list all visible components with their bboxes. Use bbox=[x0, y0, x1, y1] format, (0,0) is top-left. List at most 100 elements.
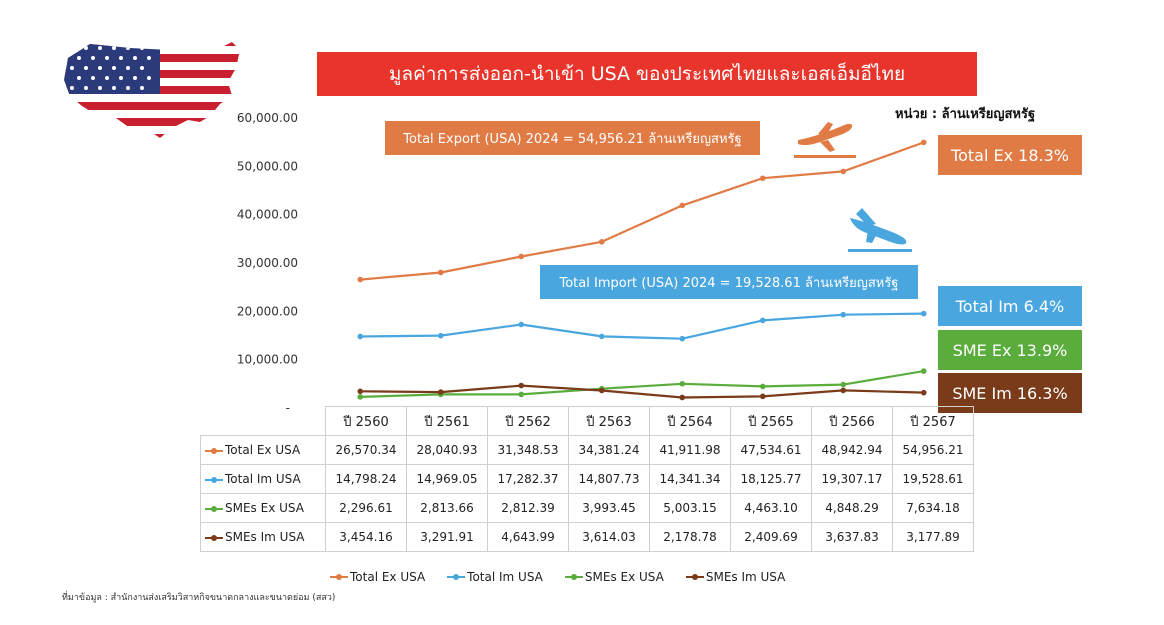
total-export-growth-badge: Total Ex 18.3% bbox=[938, 135, 1082, 175]
sme-export-growth-badge: SME Ex 13.9% bbox=[938, 330, 1082, 370]
data-point bbox=[759, 175, 766, 182]
year-header: ปี 2567 bbox=[892, 406, 974, 436]
table-row: SMEs Ex USA 2,296.61 2,813.66 2,812.39 3… bbox=[200, 493, 974, 523]
series-line bbox=[360, 312, 924, 340]
legend-item: Total Im USA bbox=[447, 570, 543, 584]
data-point bbox=[357, 276, 364, 283]
data-point bbox=[920, 389, 927, 396]
series-line bbox=[360, 141, 925, 281]
y-tick-label: 50,000.00 bbox=[237, 159, 298, 173]
legend-item: SMEs Ex USA bbox=[564, 570, 664, 584]
data-point bbox=[840, 311, 847, 318]
legend-item: SMEs Im USA bbox=[685, 570, 786, 584]
y-tick-label-zero: - bbox=[286, 401, 290, 415]
table-cell: 3,614.03 bbox=[568, 522, 650, 552]
table-row: SMEs Im USA 3,454.16 3,291.91 4,643.99 3… bbox=[200, 522, 974, 552]
data-point bbox=[840, 381, 847, 388]
table-cell: 4,463.10 bbox=[730, 493, 812, 523]
data-point bbox=[437, 332, 444, 339]
year-header: ปี 2562 bbox=[487, 406, 569, 436]
y-tick-label: 30,000.00 bbox=[237, 256, 298, 270]
table-cell: 2,409.69 bbox=[730, 522, 812, 552]
table-cell: 14,798.24 bbox=[325, 464, 407, 494]
table-cell: 14,341.34 bbox=[649, 464, 731, 494]
plane-landing-icon bbox=[848, 208, 912, 252]
table-cell: 3,291.91 bbox=[406, 522, 488, 552]
table-cell: 18,125.77 bbox=[730, 464, 812, 494]
data-point bbox=[437, 389, 444, 395]
year-header: ปี 2563 bbox=[568, 406, 650, 436]
row-header: SMEs Ex USA bbox=[200, 493, 326, 523]
data-table: ปี 2560 ปี 2561 ปี 2562 ปี 2563 ปี 2564 … bbox=[200, 406, 974, 552]
table-cell: 26,570.34 bbox=[325, 435, 407, 465]
data-point bbox=[518, 321, 525, 328]
data-point bbox=[598, 387, 605, 394]
data-point bbox=[920, 310, 927, 317]
data-point bbox=[679, 394, 686, 401]
chart-legend: Total Ex USA Total Im USA SMEs Ex USA SM… bbox=[330, 570, 785, 584]
data-point bbox=[518, 253, 525, 260]
legend-label: Total Im USA bbox=[467, 570, 543, 584]
series-line bbox=[360, 384, 924, 399]
legend-label: Total Ex USA bbox=[350, 570, 426, 584]
year-header: ปี 2561 bbox=[406, 406, 488, 436]
table-cell: 47,534.61 bbox=[730, 435, 812, 465]
table-cell: 54,956.21 bbox=[892, 435, 974, 465]
year-header: ปี 2566 bbox=[811, 406, 893, 436]
table-row: Total Ex USA 26,570.34 28,040.93 31,348.… bbox=[200, 435, 974, 465]
y-tick-label: 10,000.00 bbox=[237, 353, 298, 367]
table-cell: 14,807.73 bbox=[568, 464, 650, 494]
series-name: Total Im USA bbox=[225, 472, 301, 486]
year-header: ปี 2564 bbox=[649, 406, 731, 436]
chart-title: มูลค่าการส่งออก-นำเข้า USA ของประเทศไทยแ… bbox=[317, 52, 977, 96]
export-total-callout: Total Export (USA) 2024 = 54,956.21 ล้าน… bbox=[385, 121, 760, 155]
data-point bbox=[840, 168, 847, 175]
table-cell: 3,993.45 bbox=[568, 493, 650, 523]
series-marker-icon bbox=[205, 476, 223, 483]
data-point bbox=[759, 317, 766, 324]
y-tick-label: 20,000.00 bbox=[237, 304, 298, 318]
legend-marker-icon bbox=[330, 574, 348, 580]
table-cell: 19,528.61 bbox=[892, 464, 974, 494]
legend-marker-icon bbox=[685, 574, 704, 580]
data-point bbox=[679, 202, 686, 209]
data-point bbox=[518, 382, 525, 389]
unit-note: หน่วย : ล้านเหรียญสหรัฐ bbox=[895, 107, 1036, 122]
data-point bbox=[357, 388, 364, 395]
import-total-callout: Total Import (USA) 2024 = 19,528.61 ล้าน… bbox=[540, 265, 918, 299]
table-cell: 19,307.17 bbox=[811, 464, 893, 494]
table-cell: 2,813.66 bbox=[406, 493, 488, 523]
legend-marker-icon bbox=[564, 574, 583, 580]
table-cell: 48,942.94 bbox=[811, 435, 893, 465]
series-name: SMEs Ex USA bbox=[225, 501, 304, 515]
series-marker-icon bbox=[205, 534, 223, 541]
table-cell: 7,634.18 bbox=[892, 493, 974, 523]
row-header: SMEs Im USA bbox=[200, 522, 326, 552]
table-cell: 41,911.98 bbox=[649, 435, 731, 465]
table-cell: 5,003.15 bbox=[649, 493, 731, 523]
data-point bbox=[759, 393, 766, 400]
y-tick-label: 60,000.00 bbox=[237, 111, 298, 125]
table-corner bbox=[201, 407, 326, 436]
table-header-row: ปี 2560 ปี 2561 ปี 2562 ปี 2563 ปี 2564 … bbox=[201, 406, 974, 436]
total-import-growth-badge: Total Im 6.4% bbox=[938, 286, 1082, 326]
legend-label: SMEs Im USA bbox=[705, 570, 786, 584]
series-marker-icon bbox=[205, 447, 223, 454]
table-cell: 4,848.29 bbox=[811, 493, 893, 523]
data-point bbox=[518, 391, 525, 398]
year-header: ปี 2565 bbox=[730, 406, 812, 436]
data-point bbox=[357, 394, 364, 400]
data-point bbox=[920, 368, 927, 374]
y-tick-label: 40,000.00 bbox=[237, 208, 298, 222]
table-cell: 28,040.93 bbox=[406, 435, 488, 465]
data-point bbox=[598, 239, 605, 245]
data-point bbox=[759, 383, 766, 390]
data-point bbox=[840, 387, 847, 394]
table-cell: 17,282.37 bbox=[487, 464, 569, 494]
data-point bbox=[920, 139, 927, 146]
legend-marker-icon bbox=[447, 574, 466, 580]
data-point bbox=[357, 333, 364, 340]
table-cell: 31,348.53 bbox=[487, 435, 569, 465]
legend-label: SMEs Ex USA bbox=[584, 570, 664, 584]
